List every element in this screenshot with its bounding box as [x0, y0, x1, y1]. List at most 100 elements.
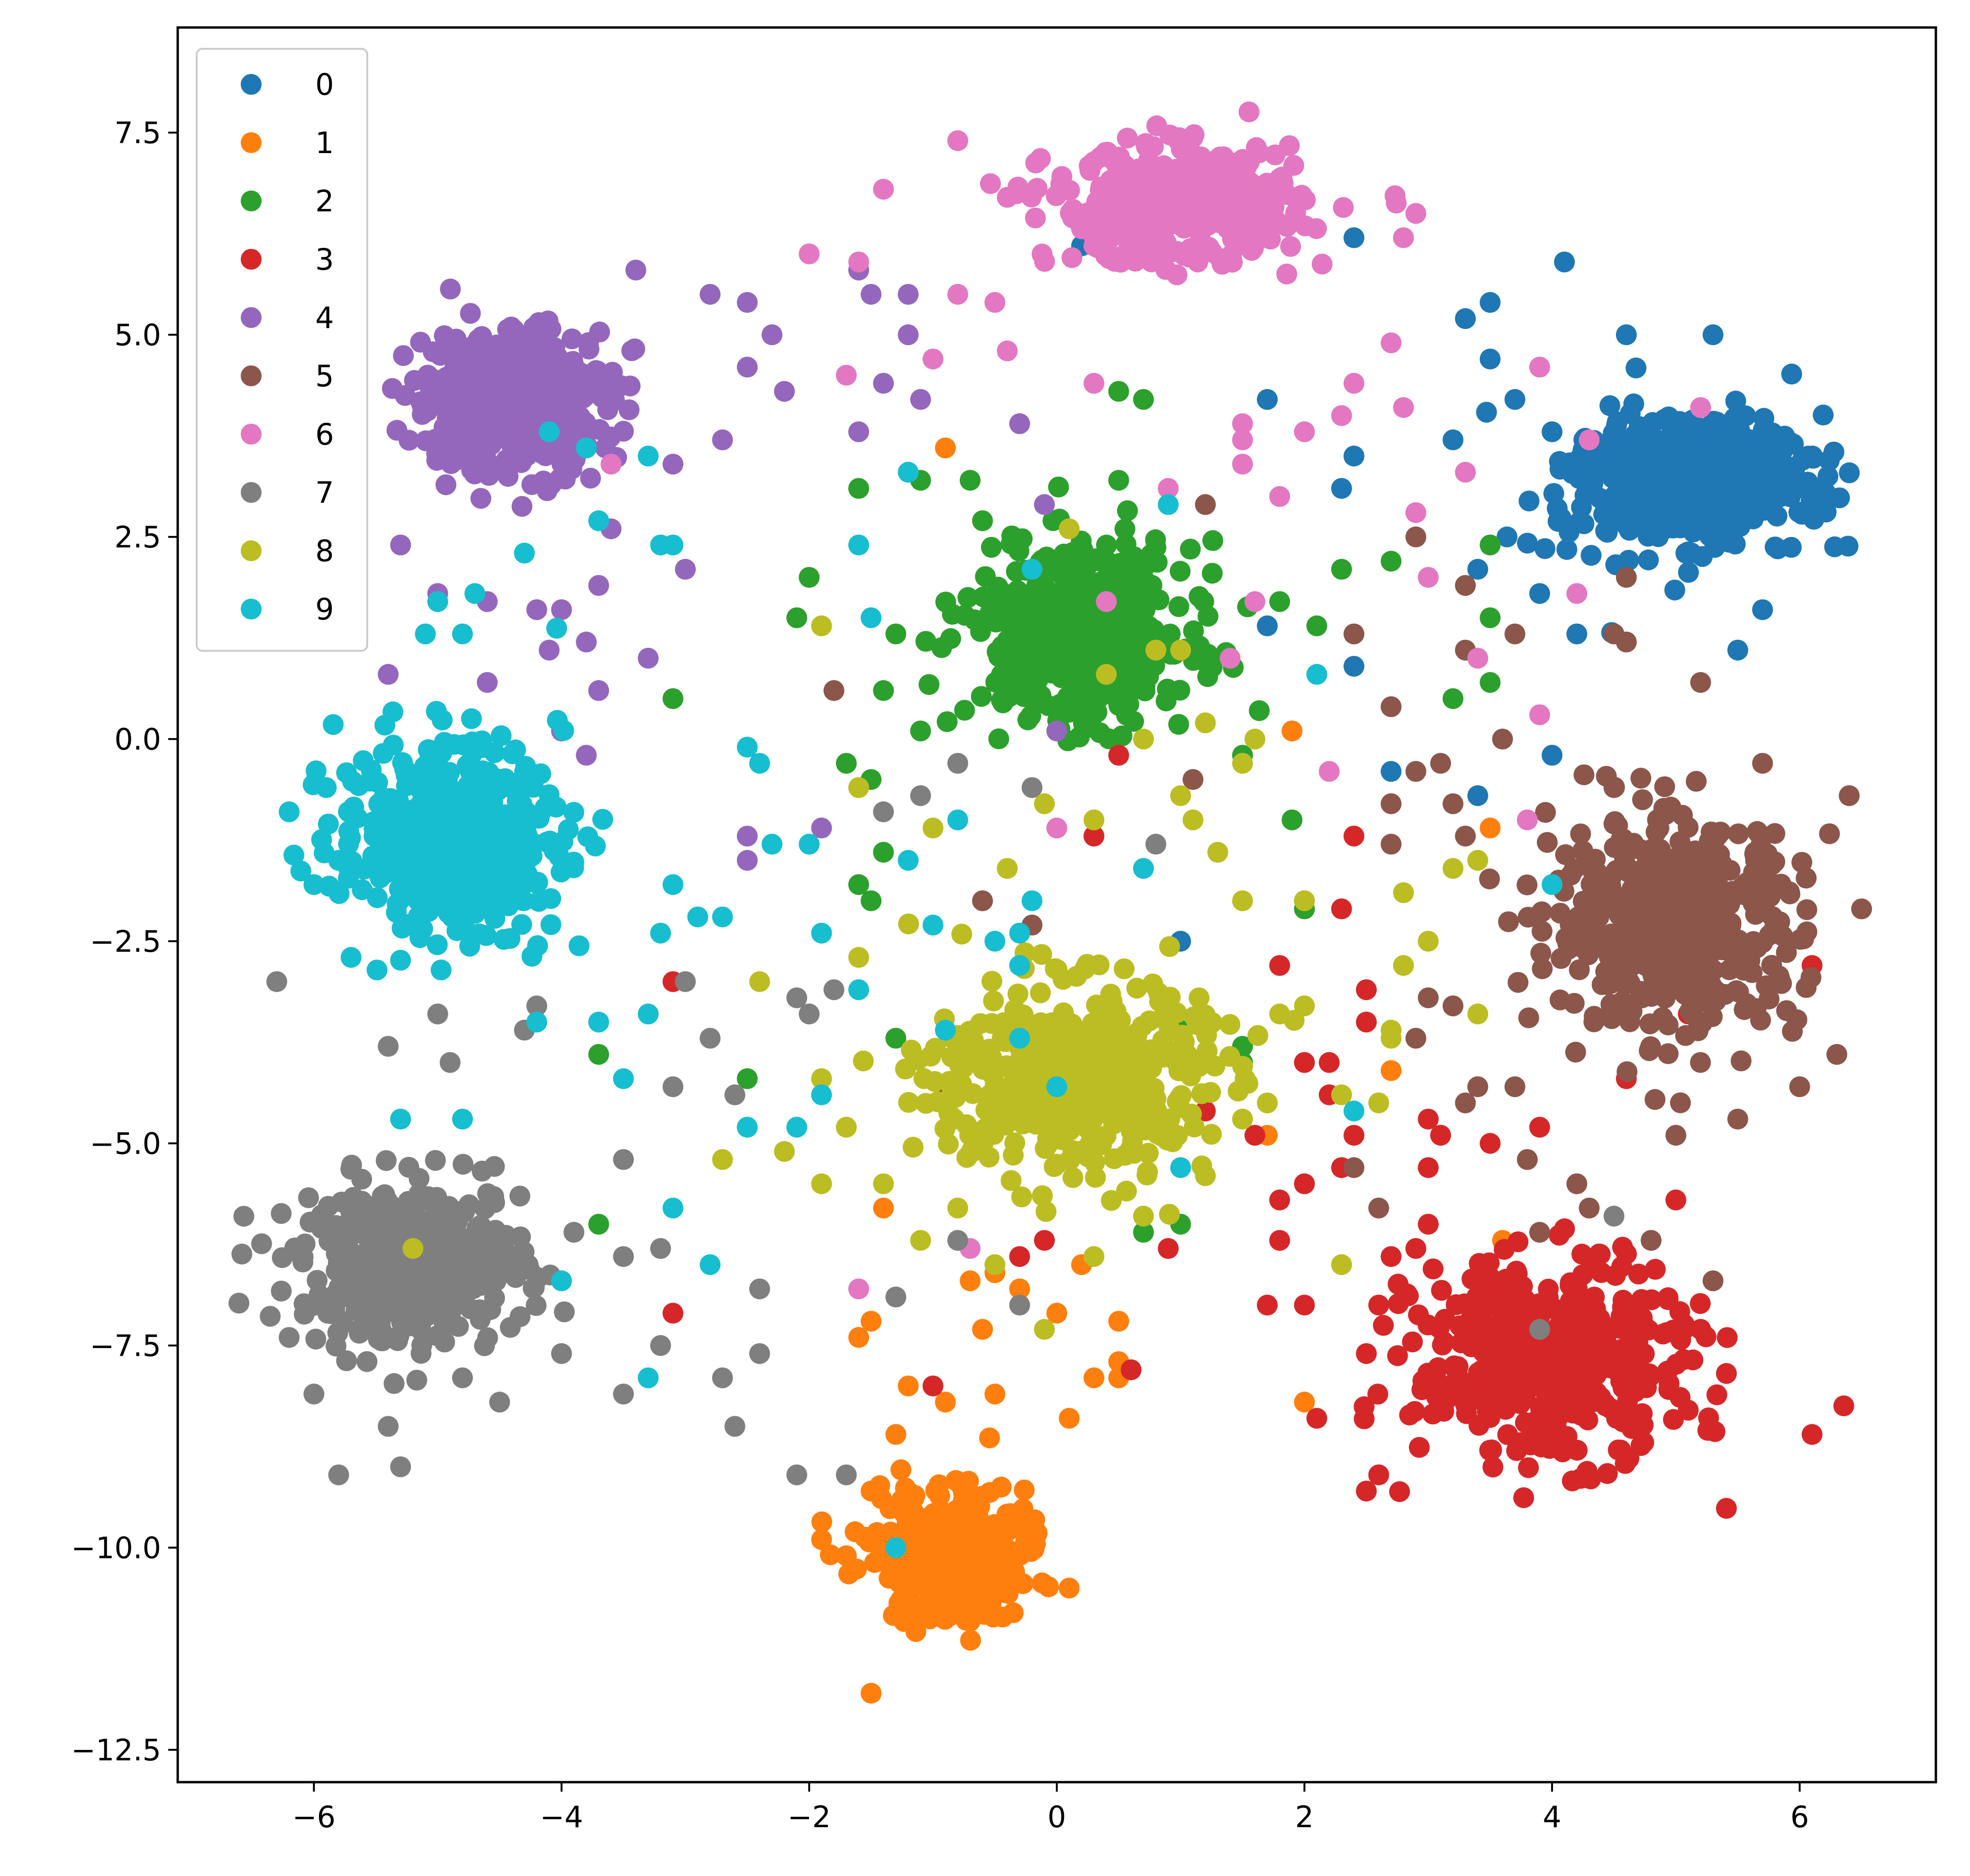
data-point [442, 850, 463, 871]
data-point [1393, 955, 1414, 976]
data-point [1653, 914, 1674, 935]
data-point [625, 259, 646, 281]
data-point [1244, 729, 1266, 750]
data-point [736, 825, 758, 847]
data-point [441, 413, 463, 435]
data-point [1133, 729, 1154, 750]
data-point [453, 734, 474, 756]
data-point [848, 421, 869, 442]
data-point [588, 575, 609, 596]
data-point [1779, 883, 1800, 904]
data-point [1480, 1133, 1501, 1154]
data-point [1471, 1290, 1492, 1311]
data-point [1034, 494, 1055, 515]
data-point [1631, 987, 1652, 1009]
data-point [1579, 429, 1600, 451]
data-point [861, 1683, 882, 1704]
data-point [1796, 899, 1817, 920]
data-point [1232, 454, 1253, 475]
data-point [957, 587, 979, 608]
data-point [1195, 1165, 1216, 1186]
data-point [421, 1265, 443, 1286]
data-point [618, 399, 640, 420]
data-point [470, 1309, 491, 1330]
data-point [962, 1588, 983, 1610]
data-point [1837, 536, 1859, 557]
data-point [1168, 596, 1189, 617]
data-point [526, 599, 547, 620]
data-point [1571, 1289, 1593, 1310]
data-point [1659, 871, 1680, 892]
data-point [972, 510, 993, 531]
data-point [942, 604, 963, 625]
data-point [1654, 409, 1675, 430]
data-point [1521, 1430, 1542, 1452]
data-point [1117, 642, 1138, 664]
legend-marker [241, 249, 262, 270]
data-point [1080, 203, 1102, 224]
data-point [445, 1229, 466, 1251]
data-point [1577, 1461, 1598, 1482]
data-point [861, 890, 882, 911]
data-point [1566, 623, 1588, 645]
data-point [1182, 809, 1204, 830]
data-point [408, 906, 429, 927]
y-tick-label: 5.0 [114, 318, 161, 352]
data-point [1447, 1356, 1469, 1377]
data-point [1294, 890, 1315, 911]
data-point [898, 850, 919, 871]
data-point [419, 868, 441, 889]
data-point [885, 623, 907, 645]
data-point [960, 1270, 981, 1292]
legend-marker [241, 424, 262, 445]
data-point [1624, 512, 1645, 533]
data-point [1628, 459, 1649, 481]
data-point [293, 1293, 315, 1314]
data-point [971, 686, 992, 707]
data-point [1096, 664, 1117, 685]
data-point [1606, 415, 1627, 436]
data-points [228, 101, 1872, 1704]
data-point [902, 1137, 924, 1158]
data-point [1144, 655, 1165, 676]
data-point [1665, 1189, 1687, 1211]
data-point [1547, 1423, 1568, 1444]
data-point [1698, 830, 1720, 852]
data-point [402, 879, 424, 900]
data-point [1120, 1359, 1142, 1380]
data-point [1144, 1077, 1165, 1099]
data-point [399, 429, 420, 451]
data-point [387, 1330, 409, 1351]
data-point [984, 930, 1006, 952]
data-point [1779, 486, 1801, 508]
data-point [1017, 610, 1039, 632]
data-point [390, 534, 411, 556]
data-point [1476, 401, 1497, 423]
data-point [1506, 1260, 1527, 1282]
data-point [1331, 1254, 1352, 1275]
data-point [460, 303, 481, 324]
data-point [414, 756, 435, 777]
data-point [1716, 1327, 1738, 1348]
data-point [774, 1141, 795, 1162]
data-point [375, 1150, 397, 1171]
data-point [1083, 1367, 1105, 1389]
data-point [1132, 604, 1153, 625]
data-point [980, 537, 1002, 558]
data-point [1597, 1463, 1618, 1484]
data-point [953, 1482, 974, 1503]
data-point [941, 1542, 962, 1563]
data-point [1694, 478, 1715, 500]
data-point [799, 243, 820, 264]
data-point [1480, 348, 1501, 370]
data-point [1736, 872, 1757, 893]
data-point [1533, 1401, 1554, 1422]
data-point [1393, 397, 1414, 418]
data-point [493, 929, 515, 950]
data-point [327, 1322, 348, 1343]
data-point [910, 785, 931, 806]
data-point [736, 1117, 758, 1138]
x-tick-label: −6 [292, 1800, 336, 1834]
data-point [438, 1196, 460, 1217]
data-point [1466, 1322, 1488, 1344]
